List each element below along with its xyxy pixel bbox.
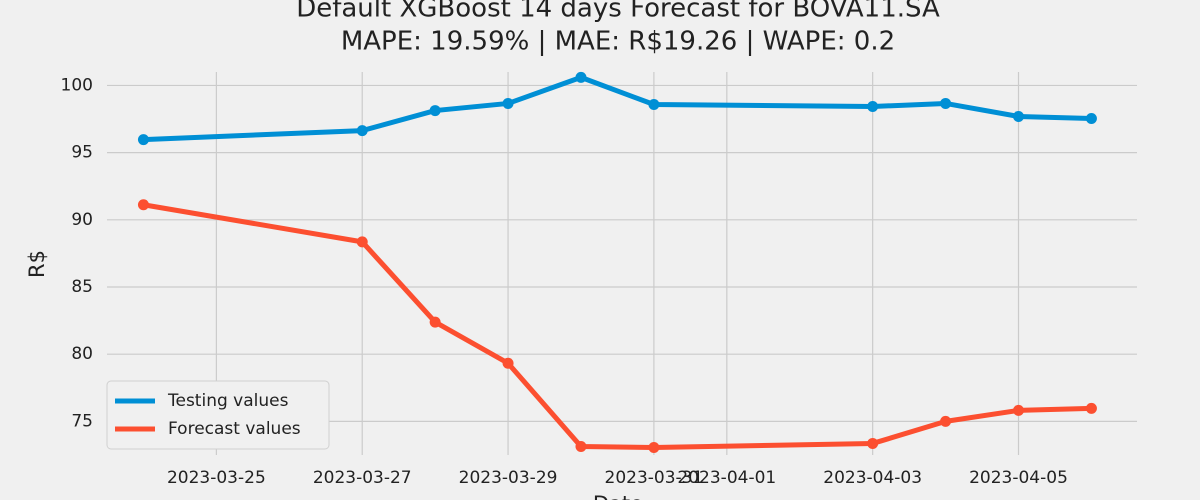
y-tick-label: 85 xyxy=(71,277,93,297)
point xyxy=(867,101,879,113)
point xyxy=(648,441,660,453)
x-tick-label: 2023-03-25 xyxy=(167,468,266,488)
point xyxy=(867,437,879,449)
point xyxy=(356,125,368,137)
point xyxy=(356,236,368,248)
series-line xyxy=(143,74,1092,143)
chart-subtitle: MAPE: 19.59% | MAE: R$19.26 | WAPE: 0.2 xyxy=(341,27,895,57)
x-tick-label: 2023-04-03 xyxy=(823,468,922,488)
x-tick-label: 2023-03-27 xyxy=(313,468,412,488)
point xyxy=(940,97,952,109)
point xyxy=(648,99,660,111)
series-line xyxy=(143,202,1092,450)
point xyxy=(137,199,149,211)
y-tick-label: 100 xyxy=(61,75,93,95)
x-tick-label: 2023-04-01 xyxy=(677,468,776,488)
y-axis-label: R$ xyxy=(25,250,49,278)
point xyxy=(1085,402,1097,414)
point xyxy=(575,441,587,453)
legend-label: Forecast values xyxy=(168,419,301,439)
y-tick-label: 75 xyxy=(71,411,93,431)
x-tick-label: 2023-03-31 xyxy=(605,468,704,488)
point xyxy=(502,97,514,109)
y-tick-label: 95 xyxy=(71,143,93,163)
point xyxy=(1085,112,1097,124)
y-tick-label: 90 xyxy=(71,210,93,230)
point xyxy=(1013,404,1025,416)
legend-box xyxy=(106,380,330,450)
point xyxy=(940,415,952,427)
x-tick-label: 2023-04-05 xyxy=(969,468,1068,488)
legend-label: Testing values xyxy=(167,391,289,411)
point xyxy=(1013,110,1025,122)
point xyxy=(575,71,587,83)
chart-title: Default XGBoost 14 days Forecast for BOV… xyxy=(296,0,940,24)
x-tick-label: 2023-03-29 xyxy=(459,468,558,488)
point xyxy=(137,134,149,146)
point xyxy=(502,357,514,369)
point xyxy=(429,316,441,328)
point xyxy=(429,105,441,117)
y-tick-label: 80 xyxy=(71,344,93,364)
x-axis-label: Date xyxy=(593,492,643,500)
